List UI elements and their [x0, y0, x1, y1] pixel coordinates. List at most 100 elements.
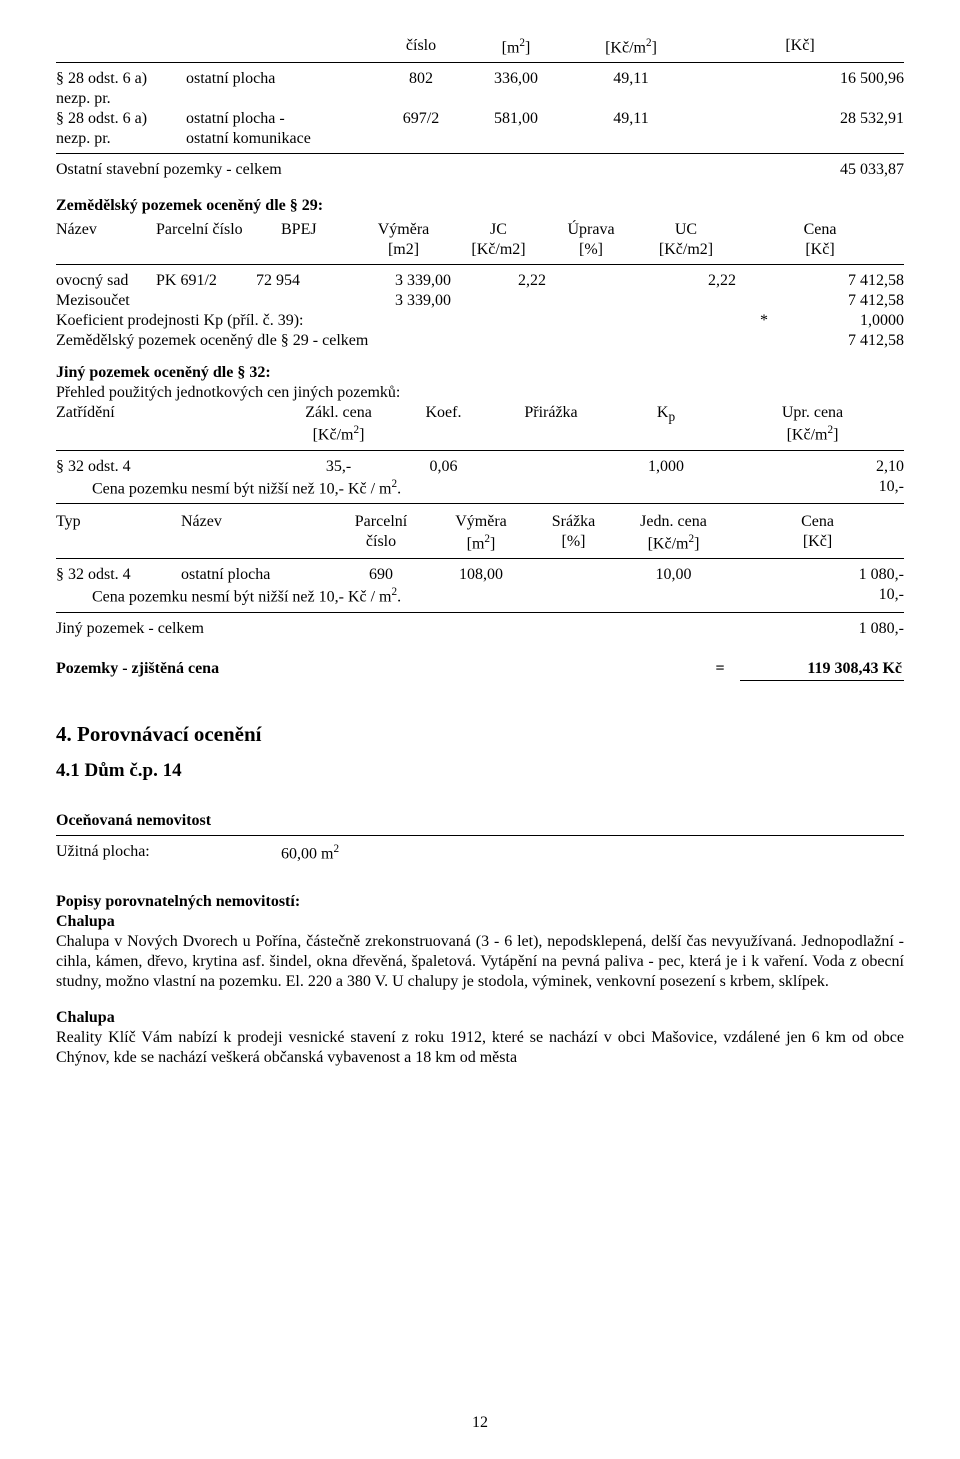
note-text: Cena pozemku nesmí být nižší než 10,- Kč… — [56, 585, 744, 607]
sum-label: Jiný pozemek - celkem — [56, 619, 744, 639]
h-prir: Přirážka — [491, 403, 611, 445]
parc-l: Parcelní — [355, 513, 407, 530]
upr: 2,10 — [721, 457, 904, 477]
h-cena: Cena [Kč] — [731, 512, 904, 554]
nazev: Mezisoučet — [56, 291, 331, 311]
sec4-title: 4. Porovnávací ocenění — [56, 721, 904, 747]
sec4-sub: 4.1 Dům č.p. 14 — [56, 759, 904, 783]
cena: 7 412,58 — [451, 291, 904, 311]
upr-u-open: [Kč/m — [787, 427, 828, 444]
vymera-u: [m2] — [388, 241, 419, 258]
vymera-l: Výměra — [455, 513, 507, 530]
h-nazev: Název — [56, 220, 156, 260]
kp: 1,000 — [611, 457, 721, 477]
note-open: Cena pozemku nesmí být nižší než 10,- Kč… — [92, 589, 391, 606]
nazev2: ostatní komunikace — [186, 129, 376, 149]
zem29-r3: Koeficient prodejnosti Kp (příl. č. 39):… — [56, 311, 904, 331]
cena-l: Cena — [801, 513, 834, 530]
ch2-text: Reality Klíč Vám nabízí k prodeji vesnic… — [56, 1028, 904, 1068]
jiny32b-r1: § 32 odst. 4 ostatní plocha 690 108,00 1… — [56, 565, 904, 585]
zem29-rule-1 — [56, 264, 904, 265]
h-koef: Koef. — [396, 403, 491, 445]
uc: 2,22 — [636, 271, 736, 291]
h-upr: Upr. cena [Kč/m2] — [721, 403, 904, 445]
top-row-1-sub: nezp. pr. — [56, 89, 904, 109]
ch2-title: Chalupa — [56, 1008, 904, 1028]
uprava-u: [%] — [579, 241, 603, 258]
zem29-title: Zemědělský pozemek oceněný dle § 29: — [56, 196, 904, 216]
bpej: 72 954 — [256, 271, 331, 291]
jiny32-title: Jiný pozemek oceněný dle § 32: — [56, 363, 904, 383]
parc: 690 — [331, 565, 431, 585]
m2: 581,00 — [466, 109, 566, 129]
zakl-u-close: ] — [359, 427, 364, 444]
cena: 7 412,58 — [744, 331, 904, 351]
zem29-r4: Zemědělský pozemek oceněný dle § 29 - ce… — [56, 331, 904, 351]
jiny32-hdr: Zatřídění Zákl. cena [Kč/m2] Koef. Přirá… — [56, 403, 904, 445]
sraz-l: Srážka — [552, 513, 596, 530]
kc: 16 500,96 — [696, 69, 904, 89]
h-nazev: Název — [181, 512, 331, 554]
sum-value: 1 080,- — [744, 619, 904, 639]
jiny32-subtitle: Přehled použitých jednotkových cen jinýc… — [56, 383, 904, 403]
val: 1,0000 — [784, 311, 904, 331]
total-row: Pozemky - zjištěná cena = 119 308,43 Kč — [56, 659, 904, 681]
note-text: Cena pozemku nesmí být nižší než 10,- Kč… — [56, 477, 744, 499]
kc: 28 532,91 — [696, 109, 904, 129]
uzit-val: 60,00 m2 — [281, 842, 339, 864]
h-parc: Parcelní číslo — [156, 220, 281, 260]
top-header-rule — [56, 62, 904, 63]
jiny32b-note: Cena pozemku nesmí být nižší než 10,- Kč… — [56, 585, 904, 607]
zakl: 35,- — [281, 457, 396, 477]
h-typ: Typ — [56, 512, 181, 554]
uc-u: [Kč/m2] — [659, 241, 713, 258]
top-row-2: § 28 odst. 6 a) ostatní plocha - 697/2 5… — [56, 109, 904, 129]
total-value-wrap: 119 308,43 Kč — [740, 659, 904, 681]
jc: 2,22 — [451, 271, 546, 291]
jiny32-rule-1 — [56, 450, 904, 451]
uzit-row: Užitná plocha: 60,00 m2 — [56, 842, 904, 864]
typ: § 32 odst. 4 — [56, 565, 181, 585]
top-row-2-sub: nezp. pr. ostatní komunikace — [56, 129, 904, 149]
total-value: 119 308,43 Kč — [740, 659, 904, 681]
uzit-sup: 2 — [333, 843, 339, 855]
h-kp: Kp — [611, 403, 721, 445]
jedn-l: Jedn. cena — [640, 513, 707, 530]
parc: PK 691/2 — [156, 271, 256, 291]
sec4-rule-1 — [56, 835, 904, 836]
total-eq: = — [700, 659, 740, 681]
note-val: 10,- — [744, 477, 904, 499]
jiny32-r1: § 32 odst. 4 35,- 0,06 1,000 2,10 — [56, 457, 904, 477]
note-close: . — [397, 589, 401, 606]
vymera: 3 339,00 — [331, 291, 451, 311]
cena-lbl: Cena — [804, 221, 837, 238]
col-cislo: číslo — [376, 36, 466, 58]
h-vymera: Výměra [m2] — [431, 512, 531, 554]
jiny32b-rule-2 — [56, 612, 904, 613]
kcm2-open: [Kč/m — [605, 39, 646, 56]
ch1-text: Chalupa v Nových Dvorech u Pořína, částe… — [56, 932, 904, 992]
note-close: . — [397, 480, 401, 497]
top-header-row: číslo [m2] [Kč/m2] [Kč] — [56, 36, 904, 58]
ch1-title: Chalupa — [56, 912, 904, 932]
upr-u-close: ] — [833, 427, 838, 444]
note-open: Cena pozemku nesmí být nižší než 10,- Kč… — [92, 480, 391, 497]
nazev: ostatní plocha - — [186, 109, 376, 129]
upr-l: Upr. cena — [782, 404, 843, 421]
m2-open: [m — [502, 39, 520, 56]
sum-label: Ostatní stavební pozemky - celkem — [56, 160, 704, 180]
jiny32b-rule-1 — [56, 558, 904, 559]
note-val: 10,- — [744, 585, 904, 607]
h-vymera: Výměra [m2] — [356, 220, 451, 260]
kp-l: K — [657, 404, 669, 421]
h-bpej: BPEJ — [281, 220, 356, 260]
h-jc: JC [Kč/m2] — [451, 220, 546, 260]
sub: nezp. pr. — [56, 129, 186, 149]
h-uc: UC [Kč/m2] — [636, 220, 736, 260]
nazev: ostatní plocha — [186, 69, 376, 89]
nazev: Zemědělský pozemek oceněný dle § 29 - ce… — [56, 331, 744, 351]
jiny32b-sum: Jiný pozemek - celkem 1 080,- — [56, 619, 904, 639]
h-zat: Zatřídění — [56, 403, 281, 445]
nazev: Koeficient prodejnosti Kp (příl. č. 39): — [56, 311, 744, 331]
m2: 336,00 — [466, 69, 566, 89]
